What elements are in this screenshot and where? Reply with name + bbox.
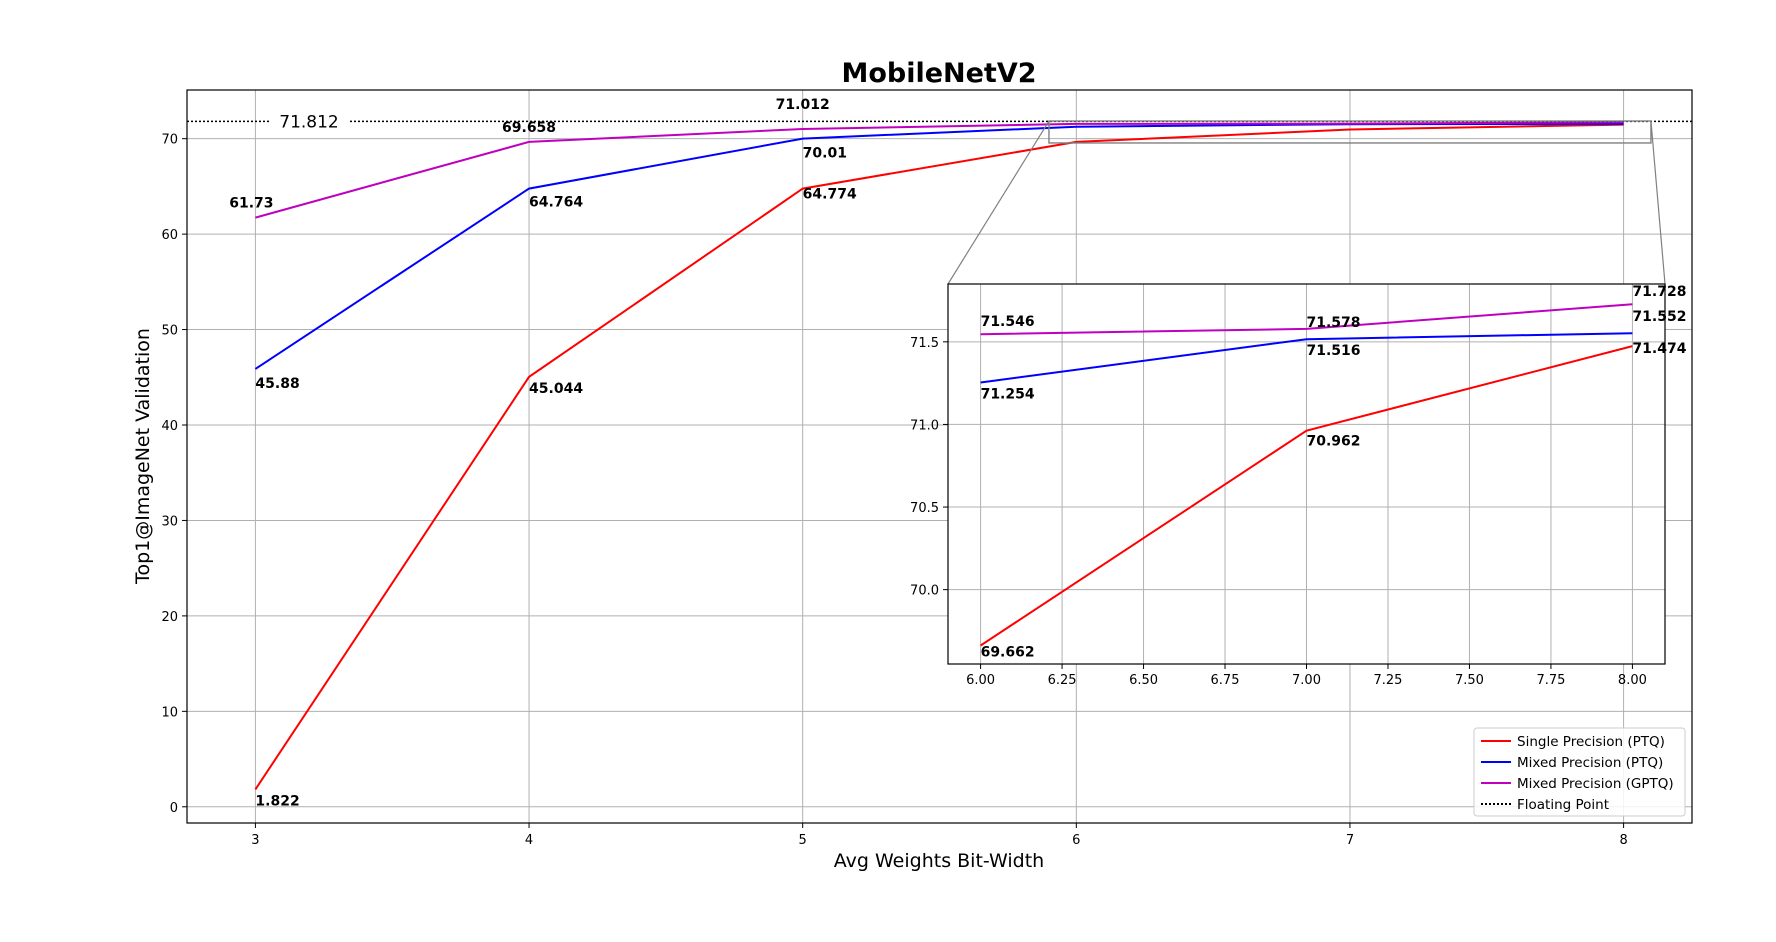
inset-data-label: 71.578 xyxy=(1307,315,1361,331)
inset-x-tick-label: 7.75 xyxy=(1536,673,1565,688)
inset-data-label: 71.254 xyxy=(981,386,1035,402)
y-tick-label: 20 xyxy=(161,610,178,625)
inset-x-tick-label: 7.25 xyxy=(1374,673,1403,688)
data-label: 64.774 xyxy=(803,187,857,203)
y-tick-label: 70 xyxy=(161,133,178,148)
y-tick-label: 60 xyxy=(161,228,178,243)
inset-plot: 6.00 6.25 6.50 6.75 7.00 7.25 7.50 7.75 8.00 70.0… xyxy=(910,283,1687,688)
x-axis-label: Avg Weights Bit-Width xyxy=(834,850,1044,872)
inset-data-label: 71.516 xyxy=(1307,343,1361,359)
inset-y-tick-label: 71.0 xyxy=(910,418,939,433)
zoom-region-box xyxy=(1048,120,1652,144)
legend-label: Floating Point xyxy=(1517,797,1609,813)
inset-data-label: 71.546 xyxy=(981,314,1035,330)
y-tick-label: 10 xyxy=(161,705,178,720)
inset-series-line-mixed-precision-ptq xyxy=(980,332,1633,384)
inset-x-tick-label: 6.75 xyxy=(1211,673,1240,688)
data-label: 61.73 xyxy=(229,196,273,212)
data-label: 45.044 xyxy=(529,381,583,397)
inset-y-tick-label: 70.5 xyxy=(910,501,939,516)
inset-x-tick-label: 7.50 xyxy=(1455,673,1484,688)
main-ticks: 3 4 5 6 7 8 0 10 20 30 40 50 60 70 xyxy=(161,133,1627,848)
main-series xyxy=(254,121,1624,790)
inset-frame xyxy=(947,283,1666,665)
zoom-indicator xyxy=(947,120,1666,285)
inset-x-tick-label: 7.00 xyxy=(1292,673,1321,688)
legend: Single Precision (PTQ) Mixed Precision (P… xyxy=(1473,727,1686,817)
legend-label: Single Precision (PTQ) xyxy=(1517,734,1665,750)
data-label: 1.822 xyxy=(255,793,299,809)
inset-data-label: 71.552 xyxy=(1632,309,1686,325)
x-tick-label: 3 xyxy=(251,833,259,848)
y-tick-label: 40 xyxy=(161,419,178,434)
reference-label: 71.812 xyxy=(279,112,338,132)
x-tick-label: 5 xyxy=(799,833,807,848)
y-tick-label: 50 xyxy=(161,324,178,339)
inset-series-line-mixed-precision-gptq xyxy=(980,303,1633,336)
y-tick-label: 30 xyxy=(161,514,178,529)
inset-data-label: 71.474 xyxy=(1632,341,1686,357)
inset-data-label: 70.962 xyxy=(1307,434,1361,450)
main-plot-frame xyxy=(186,89,1693,824)
x-tick-label: 8 xyxy=(1619,833,1627,848)
x-tick-label: 4 xyxy=(525,833,533,848)
x-tick-label: 6 xyxy=(1072,833,1080,848)
main-reference: 71.812 xyxy=(187,112,1692,132)
legend-label: Mixed Precision (GPTQ) xyxy=(1517,776,1674,792)
inset-data-label: 71.728 xyxy=(1632,284,1686,300)
data-label: 69.658 xyxy=(502,120,556,136)
chart-title: MobileNetV2 xyxy=(841,58,1036,89)
y-axis-label: Top1@ImageNet Validation xyxy=(132,328,154,585)
inset-y-tick-label: 71.5 xyxy=(910,336,939,351)
inset-series-line-single-precision-ptq xyxy=(980,345,1633,647)
x-tick-label: 7 xyxy=(1346,833,1354,848)
series-line-single-precision-ptq xyxy=(254,123,1624,790)
data-label: 70.01 xyxy=(803,146,847,162)
inset-y-tick-label: 70.0 xyxy=(910,584,939,599)
y-tick-label: 0 xyxy=(170,801,178,816)
inset-x-tick-label: 6.50 xyxy=(1129,673,1158,688)
main-data-labels: 1.822 45.044 64.774 45.88 64.764 70.01 61.73 69… xyxy=(229,97,857,809)
data-label: 45.88 xyxy=(255,376,299,392)
series-line-mixed-precision-gptq xyxy=(255,121,1624,219)
data-label: 64.764 xyxy=(529,195,583,211)
data-label: 71.012 xyxy=(776,97,830,113)
zoom-connector xyxy=(947,120,1050,285)
zoom-connector xyxy=(1650,120,1666,285)
inset-x-tick-label: 6.00 xyxy=(966,673,995,688)
legend-label: Mixed Precision (PTQ) xyxy=(1517,755,1663,771)
inset-x-tick-label: 6.25 xyxy=(1048,673,1077,688)
inset-x-tick-label: 8.00 xyxy=(1618,673,1647,688)
inset-data-label: 69.662 xyxy=(981,644,1035,660)
legend-box xyxy=(1473,727,1686,817)
